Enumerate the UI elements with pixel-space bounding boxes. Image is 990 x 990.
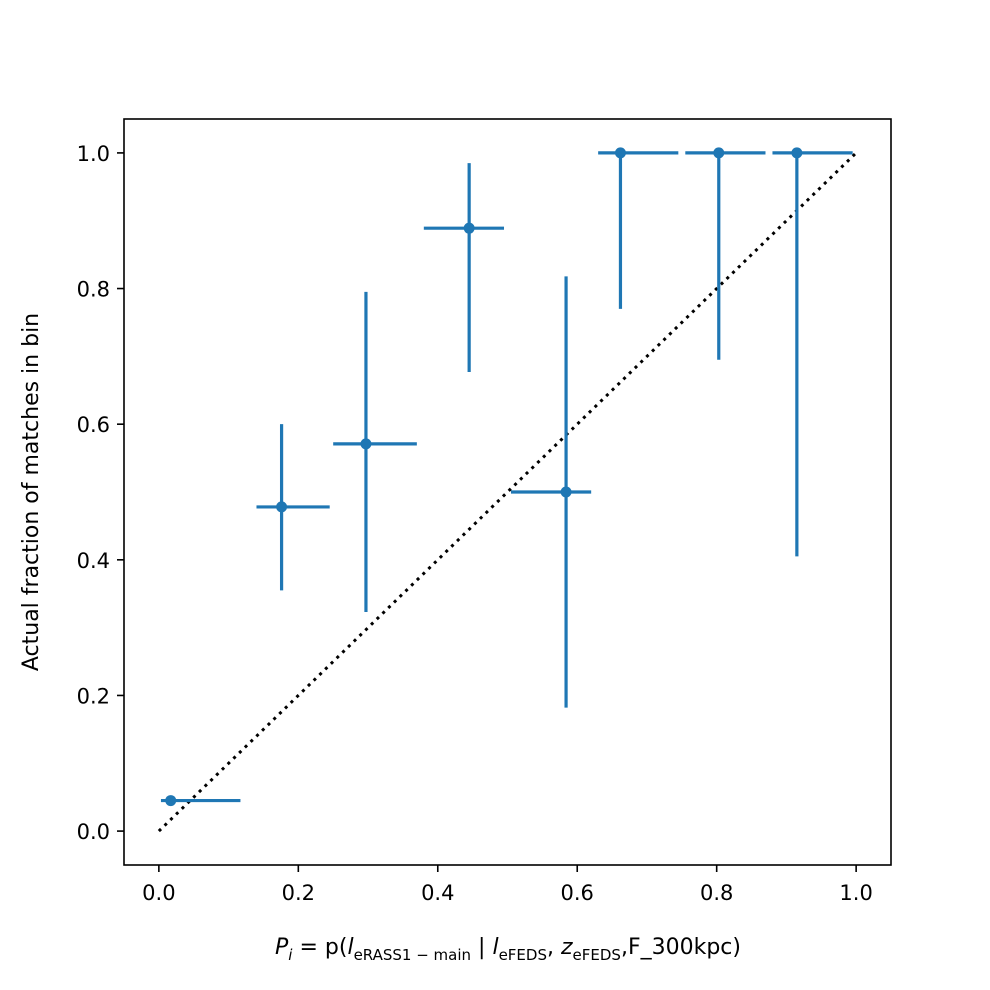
- x-tick-label: 0.6: [561, 881, 594, 905]
- data-point: [360, 438, 372, 450]
- x-label-z: z: [560, 935, 573, 960]
- data-point: [791, 147, 803, 159]
- data-point-group: [333, 291, 417, 613]
- x-label-sep: |: [471, 935, 492, 960]
- x-label-eq: = p(: [292, 935, 347, 960]
- data-point: [276, 501, 288, 513]
- data-point-group: [256, 424, 330, 591]
- x-tick-label: 0.2: [282, 881, 315, 905]
- y-tick-label: 1.0: [77, 142, 110, 166]
- x-label-comma: ,: [547, 935, 561, 960]
- y-axis-label: Actual fraction of matches in bin: [19, 313, 44, 671]
- y-tick-label: 0.6: [77, 413, 110, 437]
- data-point: [713, 147, 725, 159]
- y-tick-label: 0.0: [77, 820, 110, 844]
- axes-frame: [123, 118, 892, 866]
- x-label-l1: l: [347, 935, 353, 960]
- y-tick-label: 0.4: [77, 549, 110, 573]
- y-tick-label: 0.8: [77, 278, 110, 302]
- x-label-main: P: [275, 935, 289, 960]
- data-point: [463, 222, 475, 234]
- x-label-l1-sub: eRASS1 − main: [354, 946, 471, 964]
- y-tick-label: 0.2: [77, 684, 110, 708]
- reference-line: [157, 151, 858, 833]
- data-point-group: [510, 276, 592, 708]
- x-tick-label: 0.0: [142, 881, 175, 905]
- data-point-group: [160, 795, 241, 807]
- data-point: [165, 795, 177, 807]
- data-point-group: [598, 147, 679, 309]
- x-label-l2: l: [492, 935, 498, 960]
- data-point: [560, 486, 572, 498]
- data-point-group: [772, 147, 853, 557]
- data-point-group: [423, 163, 505, 372]
- data-point-group: [685, 147, 766, 360]
- x-label-main-sub: i: [288, 946, 293, 964]
- x-label-z-sub: eFEDS: [573, 946, 621, 964]
- x-tick-label: 1.0: [839, 881, 872, 905]
- x-axis-label: Pi = p(leRASS1 − main | leFEDS, zeFEDS,F…: [275, 935, 741, 964]
- ticks: 0.0 0.2 0.4 0.6 0.8 1.0 0.0 0.2 0.4 0.6 0.8 1.0: [77, 142, 873, 905]
- x-tick-label: 0.8: [700, 881, 733, 905]
- x-label-tail: ,F_300kpc): [621, 935, 741, 960]
- x-tick-label: 0.4: [421, 881, 454, 905]
- x-label-l2-sub: eFEDS: [499, 946, 547, 964]
- plot-area: [157, 147, 858, 833]
- data-point: [614, 147, 626, 159]
